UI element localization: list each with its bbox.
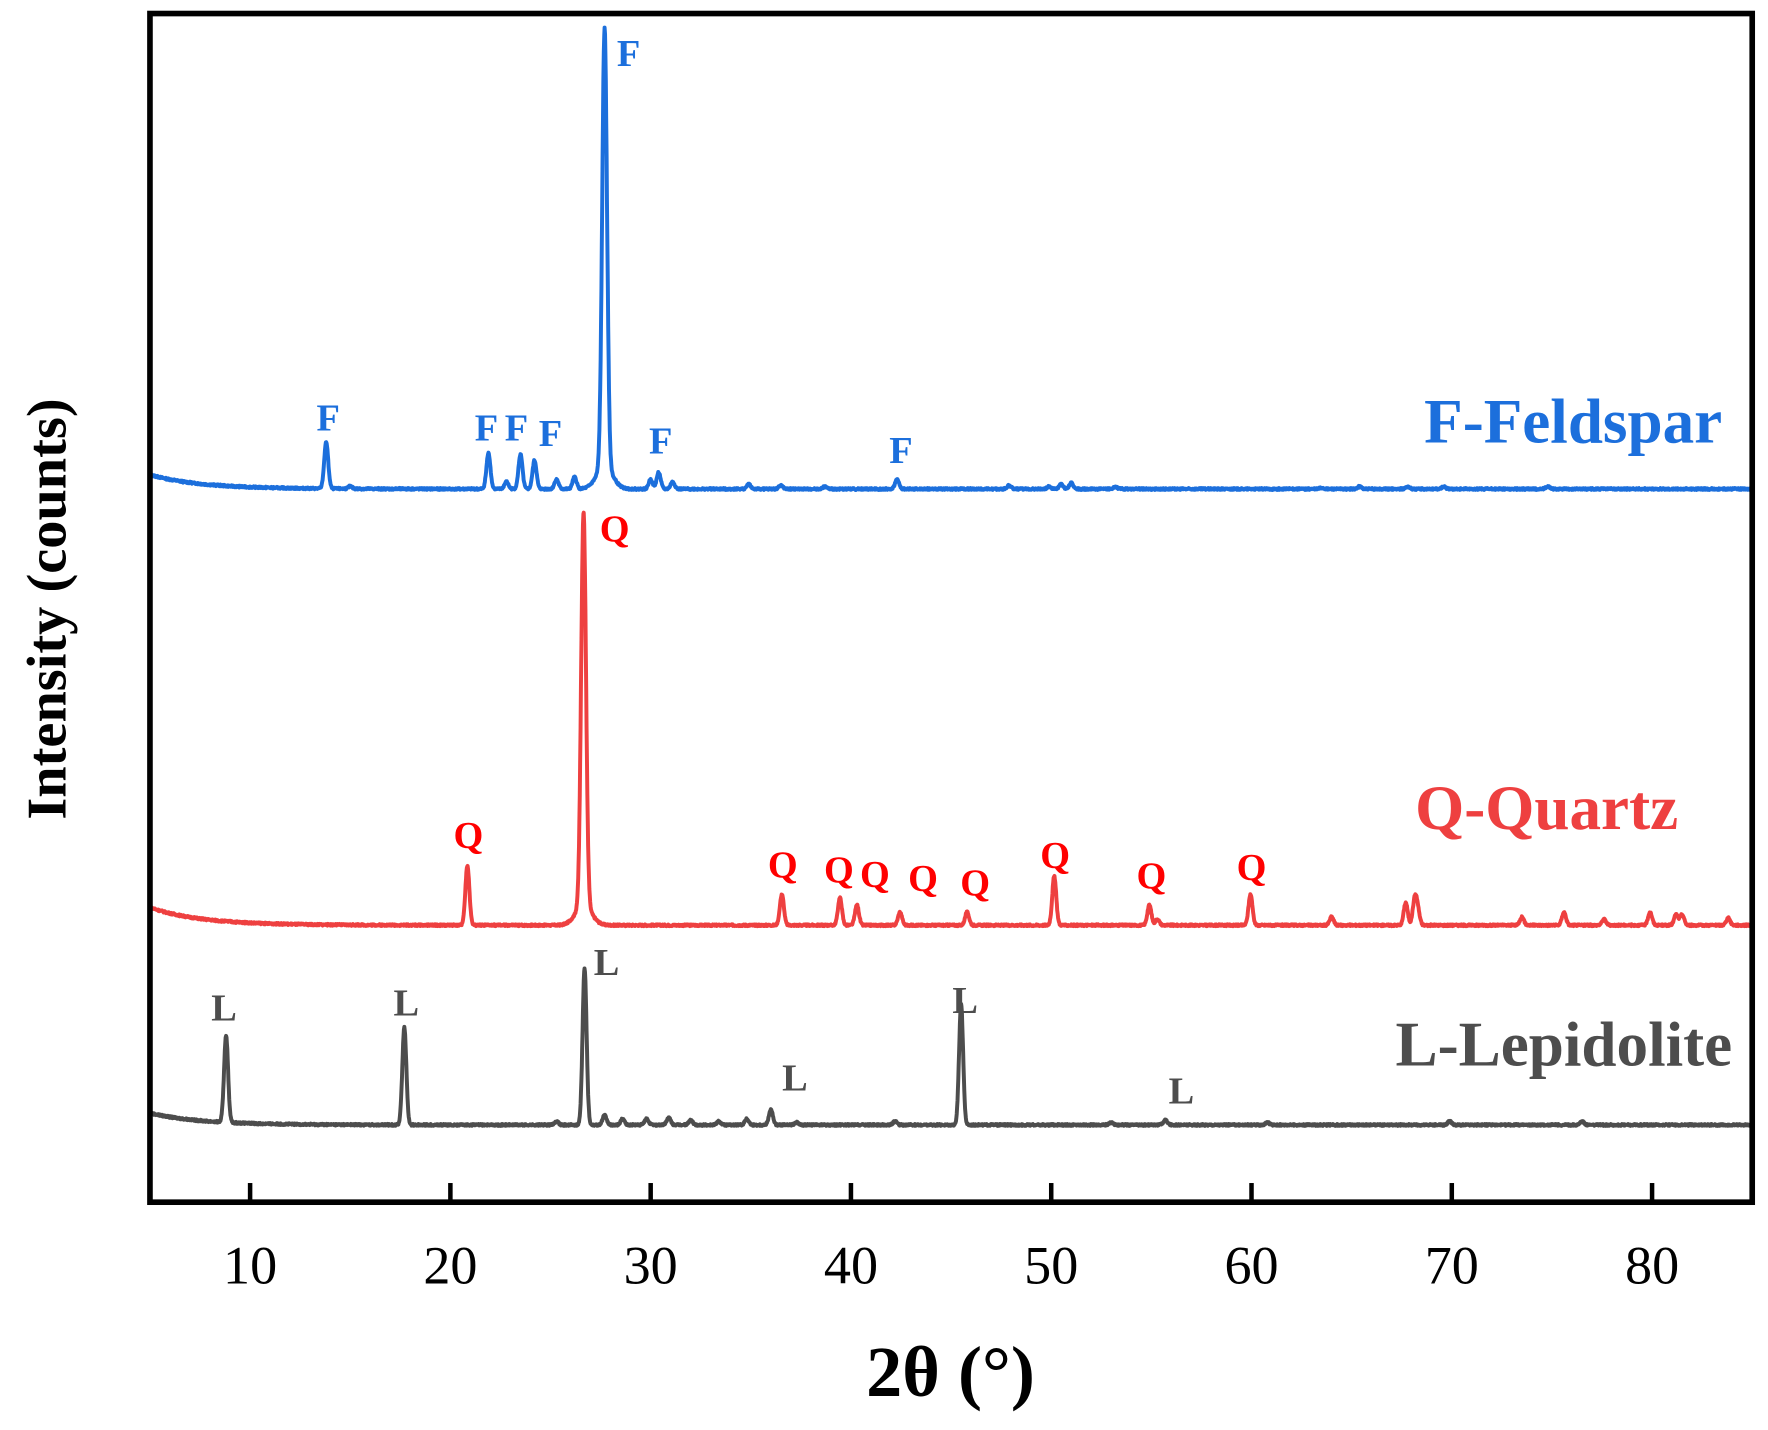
series-label: Q-Quartz [1415, 773, 1678, 843]
y-axis-title: Intensity (counts) [16, 398, 78, 819]
peak-label: L [211, 987, 237, 1029]
series-line-q-quartz [148, 510, 1754, 929]
x-tick-label: 70 [1425, 1235, 1479, 1295]
peak-label: Q [908, 858, 938, 900]
peak-label: L [594, 942, 620, 984]
series-labels: F-Feldspar Q-Quartz L-Lepidolite [1396, 387, 1733, 1080]
peak-label: Q [453, 815, 483, 857]
peak-label: L [952, 980, 978, 1022]
x-tick-label: 20 [423, 1235, 477, 1295]
peak-label: Q [960, 863, 990, 905]
peak-label: Q [1040, 835, 1070, 877]
x-ticks: 10 20 30 40 50 60 70 80 [223, 1183, 1679, 1295]
x-tick-label: 40 [824, 1235, 878, 1295]
peak-label: F [539, 413, 562, 455]
peak-label: F [889, 430, 912, 472]
peak-label: Q [1136, 855, 1166, 897]
peak-label: F [317, 398, 340, 440]
peak-label: L [782, 1057, 808, 1099]
peak-label: Q [1237, 847, 1267, 889]
x-tick-label: 30 [624, 1235, 678, 1295]
series-line-f-feldspar [148, 25, 1755, 492]
x-tick-label: 50 [1024, 1235, 1078, 1295]
series-label: F-Feldspar [1424, 387, 1722, 457]
x-tick-label: 80 [1625, 1235, 1679, 1295]
peak-label: Q [860, 854, 890, 896]
peak-label: F [649, 420, 672, 462]
peak-label: F [505, 407, 528, 449]
x-tick-label: 60 [1224, 1235, 1278, 1295]
peak-label: L [394, 983, 420, 1025]
series-line-l-lepidolite [148, 966, 1755, 1128]
peak-label: F [617, 33, 640, 75]
peak-label: Q [600, 508, 630, 550]
traces [148, 25, 1755, 1128]
series-label: L-Lepidolite [1396, 1009, 1733, 1079]
plot-frame [147, 10, 1756, 1206]
x-axis-title: 2θ (°) [866, 1332, 1035, 1412]
peak-label: Q [768, 845, 798, 887]
x-tick-label: 10 [223, 1235, 277, 1295]
peak-label: Q [824, 849, 854, 891]
peak-label: F [475, 407, 498, 449]
peak-label: L [1169, 1071, 1195, 1113]
